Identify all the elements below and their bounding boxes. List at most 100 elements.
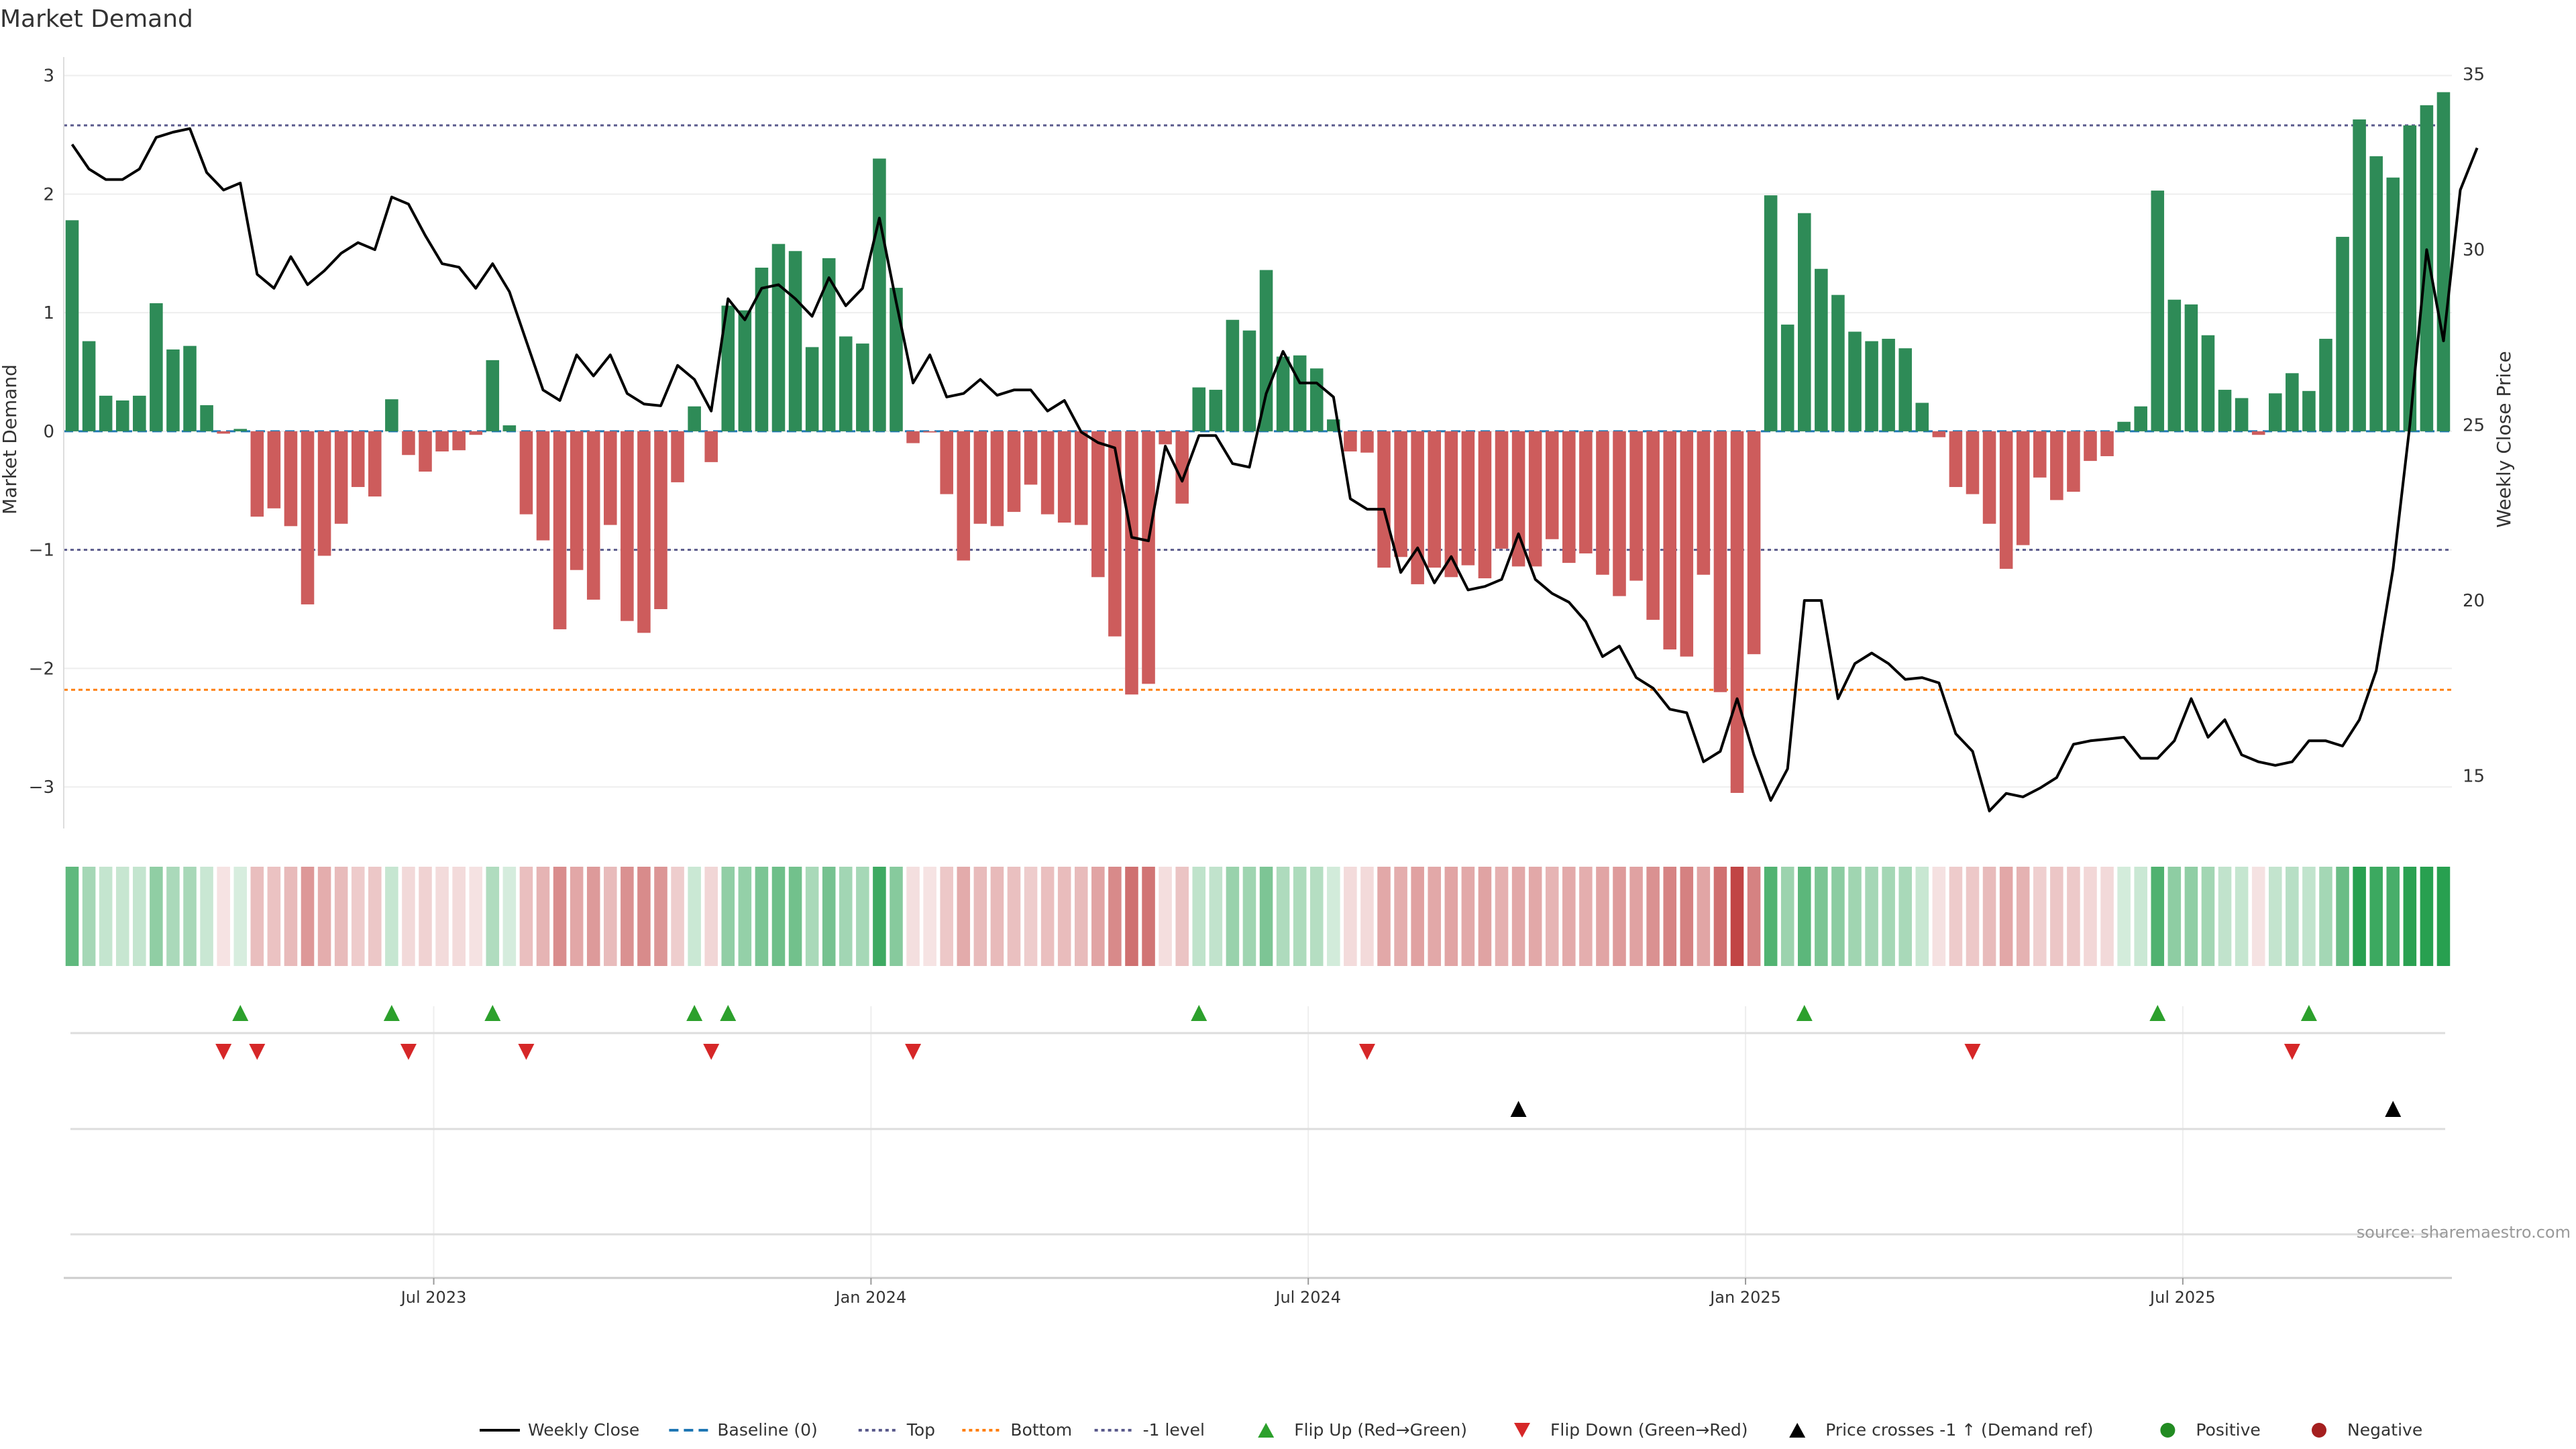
demand-bar [2050, 431, 2063, 500]
x-tick-label: Jan 2024 [835, 1288, 907, 1307]
demand-bar [1629, 431, 1643, 581]
heat-cell [637, 867, 651, 966]
demand-bar [2268, 393, 2282, 431]
demand-bar [1999, 431, 2013, 569]
heat-cell [2369, 867, 2383, 966]
demand-bar [1915, 402, 1929, 431]
x-tick-label: Jan 2025 [1709, 1288, 1781, 1307]
legend-item: Bottom [962, 1420, 1072, 1440]
demand-bar [1780, 324, 1794, 431]
heat-cell [704, 867, 718, 966]
demand-bar [654, 431, 667, 610]
demand-bar [2386, 177, 2400, 431]
demand-bars [65, 92, 2451, 793]
demand-bar [2336, 237, 2349, 431]
heat-cell [1293, 867, 1307, 966]
heat-cell [1915, 867, 1929, 966]
heat-cell [2319, 867, 2332, 966]
demand-bar [1815, 268, 1828, 431]
heat-cell [502, 867, 517, 966]
heat-cell [385, 867, 398, 966]
grid-lines [64, 74, 2452, 1278]
demand-bar [2201, 335, 2215, 431]
heat-cell [334, 867, 348, 966]
heat-cell [2167, 867, 2182, 966]
heat-cell [1629, 867, 1643, 966]
demand-bar [1966, 431, 1980, 494]
demand-bar [1680, 431, 1694, 657]
heat-cell [150, 867, 163, 966]
legend-swatch [1789, 1423, 1806, 1438]
demand-bar [1747, 431, 1761, 655]
price-cross-marker [2385, 1101, 2402, 1117]
heat-cell [1040, 867, 1055, 966]
demand-bar [2420, 105, 2434, 431]
heat-cell [419, 867, 432, 966]
demand-bar [2235, 398, 2249, 431]
demand-bar [2286, 373, 2299, 431]
flip-down-marker [518, 1044, 535, 1060]
flip-down-marker [1964, 1044, 1981, 1060]
heat-cell [1377, 867, 1391, 966]
heat-cell [1949, 867, 1963, 966]
flip-up-marker [2149, 1005, 2166, 1021]
demand-bar [2134, 406, 2147, 431]
heat-cell [738, 867, 752, 966]
heat-cell [755, 867, 769, 966]
y2-tick-label: 25 [2463, 416, 2485, 436]
demand-bar [2033, 431, 2047, 478]
heat-cell [1613, 867, 1626, 966]
demand-bar [1057, 431, 1071, 523]
demand-bar [1562, 431, 1576, 564]
demand-bar [1982, 431, 1996, 524]
legend-item: Negative [2312, 1420, 2422, 1440]
demand-bar [419, 431, 432, 472]
heat-cell [873, 867, 886, 966]
legend-label: Weekly Close [528, 1420, 639, 1440]
heat-cell [1209, 867, 1223, 966]
heat-cell [1966, 867, 1980, 966]
heat-cell [2403, 867, 2417, 966]
price-line-group [70, 127, 2479, 812]
heat-cell [839, 867, 853, 966]
legend-item: Positive [2160, 1420, 2261, 1440]
demand-bar [1360, 431, 1374, 453]
legend-swatch [1258, 1423, 1275, 1438]
y2-tick-label: 35 [2463, 65, 2485, 85]
heat-cell [1528, 867, 1542, 966]
demand-bar [586, 431, 600, 600]
heat-cell [536, 867, 550, 966]
demand-bar [99, 395, 113, 431]
heat-cell [923, 867, 936, 966]
heat-cell [2184, 867, 2198, 966]
demand-bar [1108, 431, 1122, 637]
demand-bar [1478, 431, 1492, 579]
demand-bar [469, 431, 483, 435]
heat-cell [1831, 867, 1845, 966]
legend: Weekly Close Baseline (0) Top Bottom -1 leve… [480, 1420, 2422, 1440]
heat-cell [990, 867, 1004, 966]
y2-tick-label: 20 [2463, 591, 2485, 611]
heat-cell [1276, 867, 1290, 966]
heat-cell [368, 867, 382, 966]
heat-cell [671, 867, 684, 966]
flip-up-marker [1796, 1005, 1813, 1021]
demand-bar [1764, 195, 1778, 431]
demand-bar [2302, 390, 2316, 431]
heat-cell [1242, 867, 1256, 966]
demand-bar [1242, 330, 1256, 431]
demand-bar [452, 431, 466, 451]
heat-cell [284, 867, 298, 966]
heat-cell [2336, 867, 2349, 966]
flip-down-marker [2284, 1044, 2300, 1060]
legend-label: -1 level [1143, 1420, 1205, 1440]
demand-bar [133, 395, 146, 431]
heat-cell [1932, 867, 1946, 966]
demand-bar [923, 431, 936, 433]
legend-label: Bottom [1010, 1420, 1072, 1440]
heat-cell [2117, 867, 2131, 966]
demand-bar [368, 431, 382, 497]
heat-cell [1882, 867, 1895, 966]
demand-bar [2151, 191, 2165, 431]
heat-cell [1024, 867, 1038, 966]
